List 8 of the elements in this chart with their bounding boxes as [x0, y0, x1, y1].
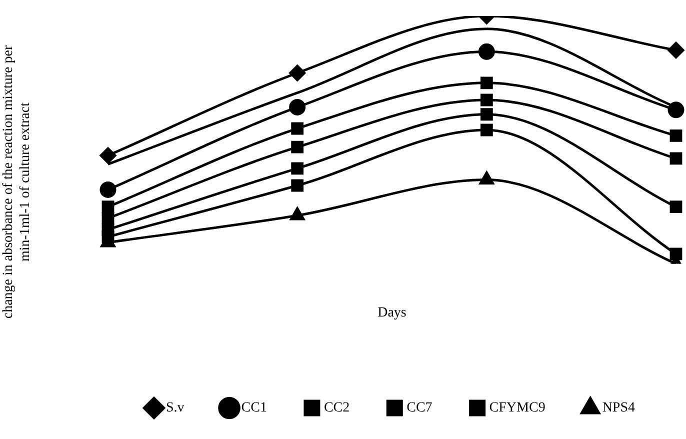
x-axis-title: Days — [378, 305, 406, 320]
legend-label: CC1 — [241, 400, 267, 416]
legend-label: CC7 — [406, 400, 432, 416]
legend-label: CC2 — [324, 400, 350, 416]
legend-label: S.v — [166, 400, 184, 416]
legend-label: NPS4 — [602, 400, 636, 416]
y-axis-title: change in absorbance of the reaction mixture per min-1ml-1 of culture extract — [0, 44, 34, 321]
legend-label: CFYMC9 — [489, 400, 546, 416]
